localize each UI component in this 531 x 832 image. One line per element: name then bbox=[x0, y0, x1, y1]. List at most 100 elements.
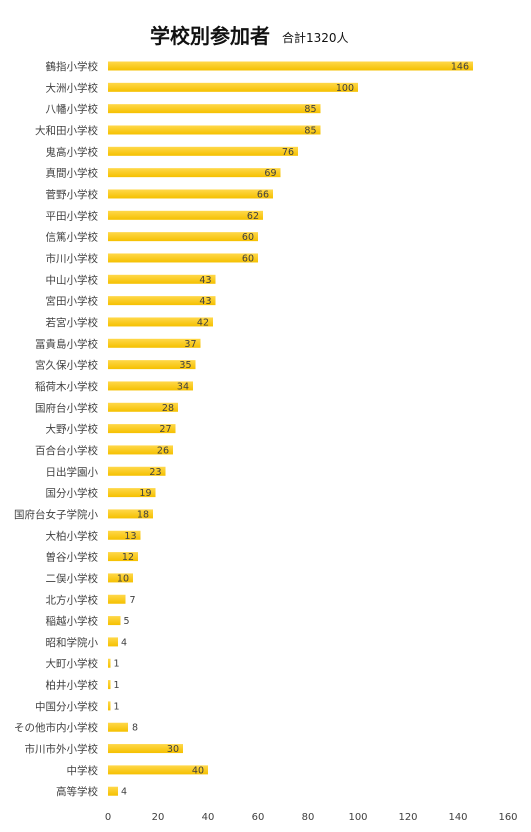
x-tick-label: 120 bbox=[398, 812, 417, 823]
data-label: 4 bbox=[121, 637, 127, 648]
bar bbox=[108, 381, 193, 391]
bar bbox=[108, 530, 141, 540]
data-label: 60 bbox=[242, 232, 254, 243]
category-label: 大和田小学校 bbox=[35, 124, 98, 137]
data-label: 23 bbox=[149, 467, 161, 478]
bar bbox=[108, 296, 216, 306]
category-label: 大町小学校 bbox=[46, 657, 99, 670]
data-label: 5 bbox=[124, 616, 130, 627]
category-label: 宮久保小学校 bbox=[35, 359, 98, 372]
category-label: 鶴指小学校 bbox=[46, 60, 99, 73]
data-label: 18 bbox=[137, 509, 149, 520]
bar bbox=[108, 317, 213, 327]
data-label: 62 bbox=[247, 211, 259, 222]
bar bbox=[108, 616, 121, 626]
data-label: 40 bbox=[192, 765, 204, 776]
chart-subtitle: 合計1320人 bbox=[282, 31, 349, 45]
category-label: 市川市外小学校 bbox=[25, 743, 99, 756]
data-label: 13 bbox=[124, 531, 136, 542]
category-label: 二俣小学校 bbox=[46, 572, 99, 585]
data-label: 10 bbox=[117, 573, 129, 584]
category-label: 信篤小学校 bbox=[46, 231, 99, 244]
category-label: 曽谷小学校 bbox=[46, 551, 99, 564]
category-label: 柏井小学校 bbox=[46, 679, 99, 692]
category-label: 北方小学校 bbox=[46, 593, 99, 606]
category-label: 鬼高小学校 bbox=[46, 145, 99, 158]
data-label: 35 bbox=[179, 360, 191, 371]
bar bbox=[108, 466, 166, 476]
category-label: 国府台小学校 bbox=[35, 401, 98, 414]
category-label: 中学校 bbox=[67, 764, 99, 777]
category-label: 若宮小学校 bbox=[46, 316, 99, 329]
bar bbox=[108, 338, 201, 348]
data-label: 76 bbox=[282, 147, 294, 158]
x-tick-label: 100 bbox=[348, 812, 367, 823]
category-label: 平田小学校 bbox=[46, 209, 99, 222]
bar bbox=[108, 680, 111, 690]
category-label: 稲荷木小学校 bbox=[35, 380, 98, 393]
category-label: 大野小学校 bbox=[46, 423, 99, 436]
bar bbox=[108, 125, 321, 135]
bar bbox=[108, 786, 118, 796]
category-label: 日出学園小 bbox=[46, 465, 99, 478]
data-label: 26 bbox=[157, 445, 169, 456]
category-label: 冨貴島小学校 bbox=[35, 337, 98, 350]
data-label: 43 bbox=[199, 296, 211, 307]
category-label: 菅野小学校 bbox=[46, 188, 99, 201]
category-label: 真間小学校 bbox=[46, 167, 99, 180]
bar bbox=[108, 701, 111, 711]
bar bbox=[108, 210, 263, 220]
data-label: 42 bbox=[197, 317, 209, 328]
category-label: 国府台女子学院小 bbox=[14, 508, 98, 521]
bar bbox=[108, 104, 321, 114]
bar bbox=[108, 253, 258, 263]
data-label: 27 bbox=[159, 424, 171, 435]
category-label: 国分小学校 bbox=[46, 487, 99, 500]
data-label: 146 bbox=[451, 62, 469, 73]
bar bbox=[108, 658, 111, 668]
x-tick-label: 0 bbox=[105, 812, 111, 823]
category-label: 稲越小学校 bbox=[46, 615, 99, 628]
bar bbox=[108, 402, 178, 412]
category-label: 市川小学校 bbox=[46, 252, 99, 265]
x-tick-label: 140 bbox=[448, 812, 467, 823]
bar bbox=[108, 232, 258, 242]
data-label: 60 bbox=[242, 253, 254, 264]
data-label: 43 bbox=[199, 275, 211, 286]
data-label: 7 bbox=[130, 595, 136, 606]
data-label: 34 bbox=[177, 381, 189, 392]
category-label: 宮田小学校 bbox=[46, 295, 99, 308]
data-label: 1 bbox=[114, 659, 120, 670]
x-tick-label: 80 bbox=[302, 812, 315, 823]
x-tick-label: 160 bbox=[498, 812, 517, 823]
data-label: 100 bbox=[336, 83, 354, 94]
category-label: 中国分小学校 bbox=[35, 700, 98, 713]
bar bbox=[108, 189, 273, 199]
category-label: 百合台小学校 bbox=[35, 444, 98, 457]
data-label: 19 bbox=[139, 488, 151, 499]
x-tick-label: 60 bbox=[252, 812, 265, 823]
data-label: 12 bbox=[122, 552, 134, 563]
data-label: 1 bbox=[114, 701, 120, 712]
chart-title: 学校別参加者 bbox=[150, 24, 270, 48]
bar bbox=[108, 552, 138, 562]
bar bbox=[108, 488, 156, 498]
bar bbox=[108, 744, 183, 754]
x-tick-label: 40 bbox=[202, 812, 215, 823]
x-tick-label: 20 bbox=[152, 812, 165, 823]
data-label: 1 bbox=[114, 680, 120, 691]
bar bbox=[108, 765, 208, 775]
bar bbox=[108, 168, 281, 178]
bar bbox=[108, 722, 128, 732]
bar bbox=[108, 445, 173, 455]
bar bbox=[108, 82, 358, 92]
bar bbox=[108, 509, 153, 519]
bar bbox=[108, 61, 473, 71]
data-label: 85 bbox=[304, 104, 316, 115]
category-label: 八幡小学校 bbox=[46, 103, 99, 116]
category-label: 高等学校 bbox=[56, 785, 98, 798]
data-label: 8 bbox=[132, 723, 138, 734]
data-label: 66 bbox=[257, 189, 269, 200]
data-label: 28 bbox=[162, 403, 174, 414]
